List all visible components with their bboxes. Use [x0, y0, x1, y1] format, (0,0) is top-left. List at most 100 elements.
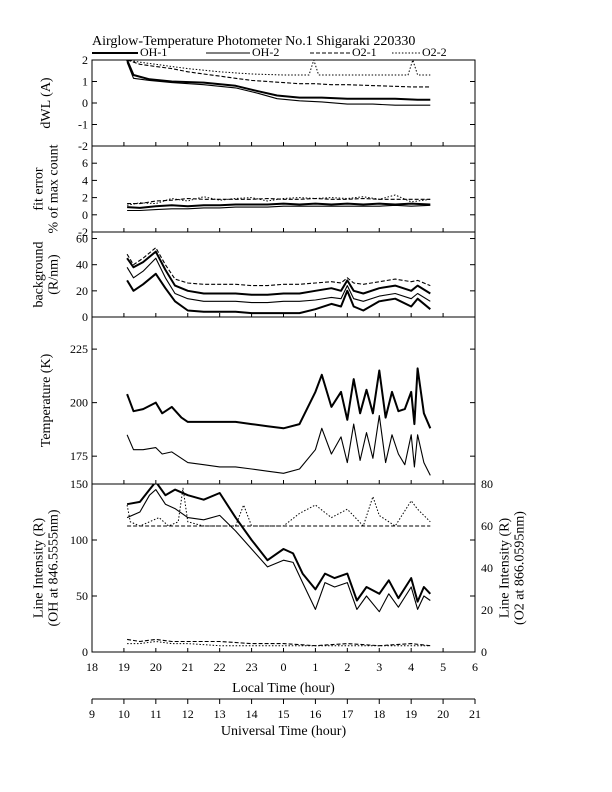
y-axis-label: (R/nm) — [47, 254, 62, 295]
x-axis-label-ut: Universal Time (hour) — [221, 724, 347, 739]
y-tick-label: 0 — [82, 645, 88, 659]
y2-axis-label: (O2 at 866.0595nm) — [513, 511, 528, 625]
panel-frame — [91, 316, 476, 485]
series-line-oh-2 — [126, 61, 431, 106]
panel-2: -2 0 2 4 6 fit error% of max count — [32, 144, 476, 239]
series-line-o2-1 — [127, 197, 431, 205]
x-tick-label-ut: 20 — [437, 707, 449, 721]
series-line-oh-1 — [126, 484, 432, 603]
y-tick-label: 200 — [70, 396, 88, 410]
series-line-o2-1b — [127, 638, 431, 647]
y2-tick-label: 20 — [481, 603, 493, 617]
legend-label: O2-2 — [422, 45, 447, 59]
series-line-oh-2 — [126, 257, 431, 304]
y-tick-label: 60 — [76, 232, 88, 246]
y-tick-label: 0 — [82, 310, 88, 324]
y-tick-label: -1 — [78, 118, 88, 132]
x-tick-label-local: 6 — [472, 660, 478, 674]
y-tick-label: 225 — [70, 342, 88, 356]
series-line-oh-1 — [126, 367, 432, 430]
y-tick-label: 6 — [82, 156, 88, 170]
y-axis-label: Line Intensity (R) — [32, 518, 47, 619]
x-tick-label-local: 19 — [118, 660, 130, 674]
chart-legend: OH-1 OH-2 O2-1 O2-2 — [92, 45, 447, 59]
x-tick-label-ut: 9 — [89, 707, 95, 721]
x-tick-label-local: 2 — [344, 660, 350, 674]
x-tick-label-local: 23 — [246, 660, 258, 674]
y-tick-label: 1 — [82, 75, 88, 89]
legend-label: OH-2 — [252, 45, 279, 59]
y-tick-label: 0 — [82, 96, 88, 110]
y-tick-label: 40 — [76, 258, 88, 272]
legend-label: O2-1 — [352, 45, 377, 59]
x-tick-label-ut: 10 — [118, 707, 130, 721]
x-tick-label-ut: 19 — [405, 707, 417, 721]
series-group — [126, 247, 431, 315]
x-tick-label-local: 1 — [312, 660, 318, 674]
x-tick-label-ut: 12 — [182, 707, 194, 721]
series-line-oh-2 — [127, 204, 431, 212]
series-group — [126, 484, 432, 647]
panel-1: -2 -1 0 1 2 dWL (A) — [39, 53, 476, 153]
series-group — [127, 194, 431, 212]
x-tick-label-ut: 11 — [150, 707, 162, 721]
y-axis-label: background — [32, 241, 47, 307]
panel-frame — [91, 59, 476, 147]
x-tick-label-ut: 21 — [469, 707, 481, 721]
y-tick-label: 50 — [76, 589, 88, 603]
series-line-oh-2 — [126, 414, 431, 476]
series-line-o2-1 — [126, 247, 431, 287]
x-tick-label-local: 5 — [440, 660, 446, 674]
y-axis-label: dWL (A) — [39, 77, 54, 129]
x-tick-label-ut: 18 — [373, 707, 385, 721]
y2-tick-label: 40 — [481, 561, 493, 575]
y2-tick-label: 60 — [481, 519, 493, 533]
chart-title: Airglow-Temperature Photometer No.1 Shig… — [92, 34, 415, 49]
series-line-oh-1 — [126, 272, 431, 315]
y-axis-label: Temperature (K) — [39, 353, 54, 447]
series-line-o2-2 — [127, 60, 431, 76]
series-line-oh-1 — [127, 202, 431, 209]
series-line-o2-1 — [126, 60, 431, 88]
series-line-oh-1 — [126, 60, 431, 101]
y-tick-label: 150 — [70, 477, 88, 491]
y2-tick-label: 80 — [481, 477, 493, 491]
y-tick-label: 100 — [70, 533, 88, 547]
series-line-oh-2 — [126, 489, 431, 613]
x-tick-label-local: 0 — [281, 660, 287, 674]
x-tick-label-local: 22 — [214, 660, 226, 674]
legend-label: OH-1 — [140, 45, 167, 59]
panel-4: 175 200 225 Temperature (K) — [39, 316, 476, 485]
x-tick-label-ut: 15 — [278, 707, 290, 721]
y-axis-label: % of max count — [47, 144, 62, 233]
x-tick-label-local: 18 — [86, 660, 98, 674]
x-tick-label-ut: 17 — [341, 707, 353, 721]
x-tick-label-local: 3 — [376, 660, 382, 674]
series-group — [126, 367, 432, 476]
x-tick-label-ut: 13 — [214, 707, 226, 721]
y-tick-label: 4 — [82, 173, 88, 187]
y-tick-label: 2 — [82, 191, 88, 205]
y-axis-label: (OH at 846.5555nm) — [47, 509, 62, 626]
panel-frame — [91, 145, 476, 233]
y-tick-label: 2 — [82, 53, 88, 67]
x-tick-label-ut: 14 — [246, 707, 258, 721]
y-tick-label: -2 — [78, 225, 88, 239]
y-tick-label: -2 — [78, 139, 88, 153]
x-axis-label-local: Local Time (hour) — [232, 681, 335, 696]
y2-tick-label: 0 — [481, 645, 487, 659]
y-tick-label: 20 — [76, 284, 88, 298]
y-tick-label: 0 — [82, 208, 88, 222]
y-tick-label: 175 — [70, 449, 88, 463]
panel-3: 0 20 40 60 background (R/nm) — [32, 231, 476, 324]
y2-axis-label: Line Intensity (R) — [498, 518, 513, 619]
series-line-oh-1b — [126, 250, 431, 296]
x-tick-label-ut: 16 — [309, 707, 321, 721]
y-axis-label: fit error — [32, 167, 47, 210]
panel-frame — [91, 231, 476, 318]
chart-panels: -2 -1 0 1 2 dWL (A) -2 0 2 4 6 fit error% of max co… — [32, 53, 528, 659]
panel-frame — [91, 483, 476, 653]
